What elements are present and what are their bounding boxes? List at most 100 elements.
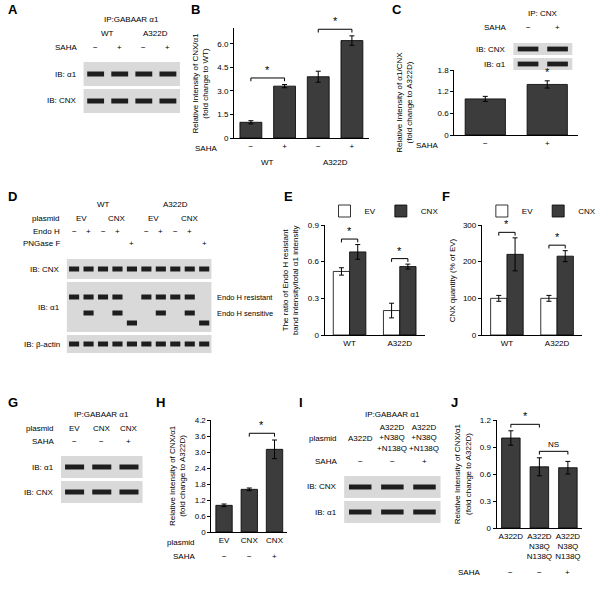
svg-text:*: *	[397, 245, 402, 257]
svg-text:−: −	[358, 457, 363, 466]
svg-text:Endo H resistant: Endo H resistant	[217, 293, 273, 302]
svg-text:SAHA: SAHA	[315, 457, 337, 466]
svg-text:+: +	[555, 23, 560, 32]
svg-text:0.6: 0.6	[480, 470, 492, 479]
svg-text:0.6: 0.6	[308, 257, 320, 266]
svg-text:E: E	[284, 189, 293, 204]
svg-text:D: D	[8, 189, 17, 204]
svg-text:+: +	[202, 239, 207, 248]
svg-text:200: 200	[463, 257, 477, 266]
svg-text:1.2: 1.2	[480, 416, 492, 425]
svg-text:+: +	[565, 568, 570, 577]
svg-text:−: −	[508, 568, 513, 577]
svg-text:IB: α1: IB: α1	[55, 70, 77, 79]
svg-text:A322D: A322D	[143, 29, 168, 38]
svg-text:WT: WT	[343, 339, 356, 348]
svg-text:0.6: 0.6	[438, 109, 450, 118]
svg-text:IB: CNX: IB: CNX	[30, 265, 60, 274]
svg-text:A322DN38QN138Q: A322DN38QN138Q	[527, 532, 552, 562]
svg-text:+: +	[129, 239, 134, 248]
svg-text:−: −	[247, 552, 252, 561]
svg-text:Endo H: Endo H	[33, 227, 60, 236]
svg-text:−: −	[141, 43, 146, 52]
svg-text:+: +	[115, 227, 120, 236]
svg-text:plasmid: plasmid	[32, 214, 60, 223]
svg-text:*: *	[347, 225, 352, 237]
svg-text:Relative Intensity of α1/CNX(f: Relative Intensity of α1/CNX(fold change…	[395, 52, 414, 153]
svg-text:0: 0	[487, 524, 492, 533]
svg-text:−: −	[483, 139, 488, 148]
svg-text:1.2: 1.2	[438, 87, 450, 96]
svg-text:−: −	[526, 23, 531, 32]
svg-text:0.9: 0.9	[480, 443, 492, 452]
svg-text:IB: α1: IB: α1	[315, 508, 337, 517]
svg-text:CNX: CNX	[120, 424, 138, 433]
svg-text:−: −	[390, 457, 395, 466]
svg-text:IB: CNX: IB: CNX	[24, 488, 54, 497]
svg-text:CNX: CNX	[241, 536, 259, 545]
svg-text:IB: CNX: IB: CNX	[47, 96, 77, 105]
svg-text:PNGase F: PNGase F	[23, 239, 60, 248]
svg-text:Relative Intensity of CNX/α1(f: Relative Intensity of CNX/α1(fold change…	[453, 423, 472, 524]
svg-text:IP:GABAAR α1: IP:GABAAR α1	[365, 410, 420, 419]
svg-text:A322D+N38Q+N138Q: A322D+N38Q+N138Q	[377, 423, 407, 453]
svg-text:6.0: 6.0	[217, 40, 229, 49]
svg-text:*: *	[555, 231, 560, 243]
svg-text:EV: EV	[148, 214, 159, 223]
svg-text:CNX: CNX	[266, 536, 284, 545]
svg-text:NS: NS	[548, 440, 559, 449]
svg-text:SAHA: SAHA	[32, 437, 54, 446]
svg-text:1.2: 1.2	[195, 496, 207, 505]
svg-text:+: +	[282, 142, 287, 151]
svg-text:−: −	[93, 43, 98, 52]
svg-text:A322D: A322D	[348, 434, 373, 443]
svg-text:3.0: 3.0	[217, 87, 229, 96]
svg-text:A322D: A322D	[499, 532, 524, 541]
svg-text:−: −	[144, 227, 149, 236]
svg-text:SAHA: SAHA	[458, 568, 480, 577]
svg-text:Endo H sensitive: Endo H sensitive	[217, 309, 273, 318]
svg-text:C: C	[392, 2, 402, 17]
svg-text:4.2: 4.2	[195, 416, 207, 425]
svg-text:+: +	[422, 457, 427, 466]
svg-text:IB: CNX: IB: CNX	[307, 482, 337, 491]
svg-text:plasmid: plasmid	[26, 424, 54, 433]
svg-text:SAHA: SAHA	[484, 23, 506, 32]
svg-text:−: −	[173, 227, 178, 236]
svg-text:0.3: 0.3	[480, 497, 492, 506]
svg-text:+: +	[117, 43, 122, 52]
svg-text:CNX: CNX	[108, 214, 126, 223]
svg-text:A322D: A322D	[388, 339, 413, 348]
svg-text:−: −	[99, 437, 104, 446]
svg-text:F: F	[442, 189, 450, 204]
svg-text:J: J	[451, 395, 458, 410]
svg-text:plasmid: plasmid	[309, 434, 337, 443]
svg-text:CNX: CNX	[421, 207, 439, 216]
svg-text:*: *	[545, 66, 550, 78]
svg-text:A322D: A322D	[323, 158, 348, 167]
svg-text:plasmid: plasmid	[167, 538, 195, 547]
svg-text:*: *	[504, 218, 509, 230]
svg-text:*: *	[259, 419, 264, 431]
svg-text:0.6: 0.6	[195, 512, 207, 521]
svg-text:CNX: CNX	[93, 424, 111, 433]
svg-text:IP: CNX: IP: CNX	[528, 9, 558, 18]
svg-text:SAHA: SAHA	[416, 141, 438, 150]
svg-text:A322D: A322D	[163, 200, 188, 209]
svg-text:−: −	[72, 227, 77, 236]
svg-text:EV: EV	[522, 207, 533, 216]
svg-text:I: I	[299, 395, 303, 410]
svg-text:3.0: 3.0	[195, 448, 207, 457]
svg-text:0: 0	[201, 528, 206, 537]
svg-text:B: B	[191, 2, 200, 17]
svg-text:SAHA: SAHA	[55, 43, 77, 52]
svg-text:CNX: CNX	[578, 207, 596, 216]
svg-text:2.4: 2.4	[195, 464, 207, 473]
svg-text:−: −	[101, 227, 106, 236]
svg-text:0: 0	[472, 331, 477, 340]
svg-text:IB: β-actin: IB: β-actin	[24, 340, 60, 349]
svg-text:+: +	[158, 227, 163, 236]
svg-text:3.6: 3.6	[195, 432, 207, 441]
svg-text:Relative Intensity of CNX/α1(f: Relative Intensity of CNX/α1(fold change…	[168, 425, 187, 526]
svg-text:IB: CNX: IB: CNX	[476, 45, 506, 54]
